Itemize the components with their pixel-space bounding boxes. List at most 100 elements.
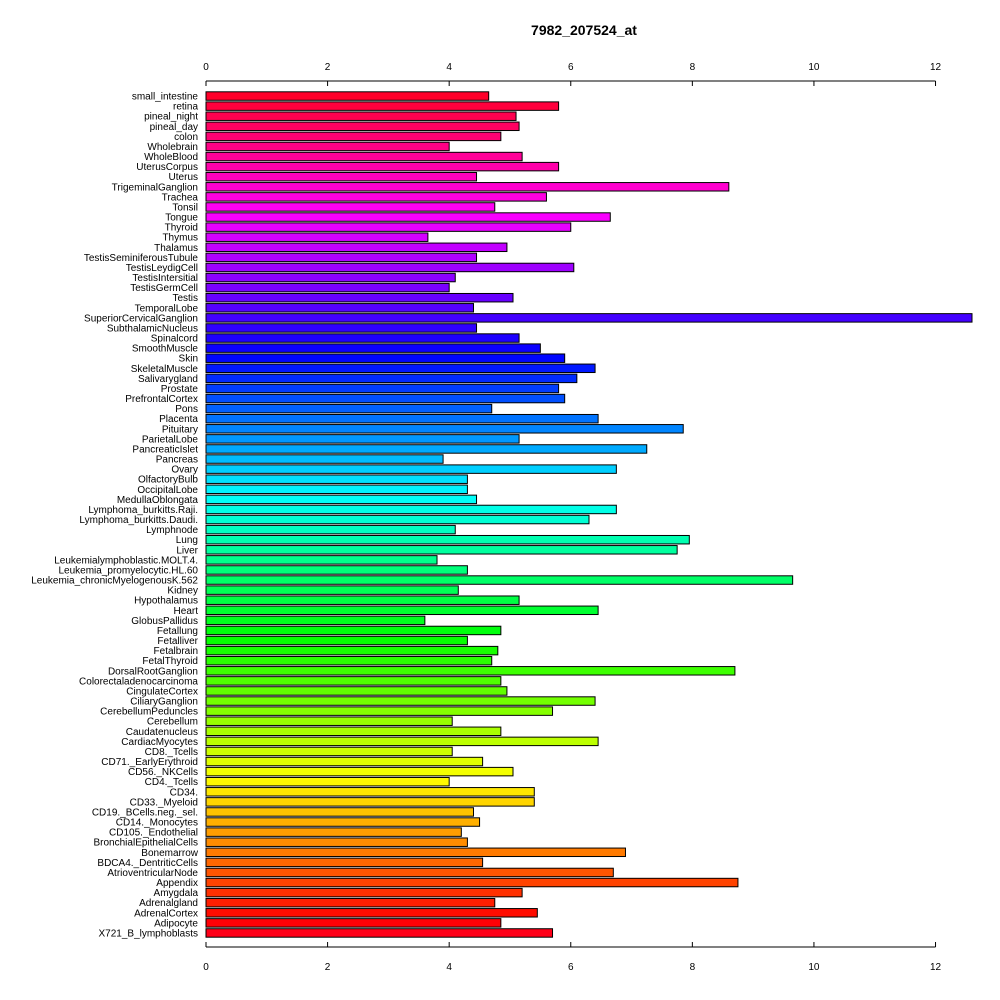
bar (205, 766, 514, 777)
bar (205, 847, 626, 858)
category-label: CD105._Endothelial (109, 828, 198, 839)
bar (205, 534, 690, 545)
category-label: retina (173, 102, 198, 113)
category-label: WholeBlood (144, 152, 198, 163)
bottom-axis-tick-label: 6 (568, 962, 574, 973)
category-label: Leukemia_promyelocytic.HL.60 (58, 565, 198, 576)
category-label: pineal_night (144, 112, 198, 123)
category-label: Lymphoma_burkitts.Daudi. (79, 515, 198, 526)
bar (205, 151, 523, 162)
category-label: Heart (174, 606, 199, 617)
bar (205, 242, 508, 253)
top-axis-tick-label: 6 (568, 62, 574, 73)
bar (205, 474, 468, 484)
bar (205, 807, 474, 817)
category-label: Ovary (171, 465, 198, 476)
category-label: CD34. (170, 787, 198, 798)
bottom-axis-tick-label: 2 (325, 962, 331, 973)
bar (205, 313, 973, 323)
category-label: CD4._Tcells (145, 777, 198, 788)
category-label: Pituitary (162, 424, 198, 435)
category-label: Prostate (161, 384, 199, 395)
category-label: Leukemia_chronicMyelogenousK.562 (31, 576, 198, 587)
category-label: TestisGermCell (130, 283, 198, 294)
bar (205, 91, 490, 101)
bar (205, 585, 459, 595)
bar (205, 202, 496, 212)
bar (205, 464, 617, 474)
bar (205, 434, 520, 444)
category-label: Hypothalamus (134, 596, 198, 607)
bar (205, 555, 438, 565)
category-labels-group: small_intestineretinapineal_nightpineal_… (31, 92, 199, 940)
category-label: small_intestine (132, 92, 199, 103)
bar (205, 303, 474, 313)
category-label: Placenta (159, 414, 198, 425)
category-label: CD8._Tcells (145, 747, 198, 758)
bar (205, 625, 502, 636)
category-label: PrefrontalCortex (125, 394, 198, 405)
category-label: Adrenalgland (139, 898, 198, 909)
bar (205, 605, 599, 616)
bars-group (205, 91, 973, 938)
category-label: Colorectaladenocarcinoma (79, 676, 198, 687)
category-label: Fetallung (157, 626, 198, 637)
category-label: Amygdala (154, 888, 199, 899)
category-label: PancreaticIslet (132, 444, 198, 455)
bar (205, 756, 484, 767)
category-label: Lymphoma_burkitts.Raji. (88, 505, 198, 516)
category-label: CD19._BCells.neg._sel. (92, 807, 198, 818)
category-label: CD56._NKCells (128, 767, 198, 778)
category-label: SuperiorCervicalGanglion (84, 313, 198, 324)
bar (205, 928, 554, 938)
bottom-axis-tick-label: 12 (930, 962, 942, 973)
top-axis-tick-label: 10 (808, 62, 820, 73)
top-x-axis: 0 2 4 6 8 10 12 (203, 62, 942, 86)
bar (205, 413, 599, 424)
category-label: BDCA4._DentriticCells (97, 858, 198, 869)
bar (205, 121, 520, 132)
bar (205, 877, 739, 888)
bar (205, 111, 517, 121)
category-label: CD33._Myeloid (130, 797, 198, 808)
category-label: Cerebellum (147, 717, 198, 728)
bar (205, 776, 450, 787)
category-label: Pancreas (156, 455, 198, 466)
bar (205, 666, 736, 676)
bar (205, 887, 523, 898)
top-axis-tick-label: 4 (446, 62, 452, 73)
bar (205, 817, 481, 827)
bar (205, 908, 538, 918)
category-label: Pons (175, 404, 198, 415)
bar (205, 524, 456, 535)
bar (205, 857, 484, 868)
bar (205, 726, 502, 737)
bottom-axis-tick-label: 10 (808, 962, 820, 973)
bar (205, 252, 478, 263)
category-label: MedullaOblongata (117, 495, 199, 506)
category-label: Lymphnode (146, 525, 198, 536)
category-label: BronchialEpithelialCells (94, 838, 199, 849)
bar (205, 635, 468, 646)
bar (205, 222, 572, 232)
bar (205, 212, 611, 222)
bar (205, 716, 453, 726)
category-label: TrigeminalGanglion (112, 182, 198, 193)
bar (205, 232, 429, 242)
category-label: Caudatenucleus (126, 727, 198, 738)
category-label: Kidney (167, 586, 198, 597)
category-label: Thalamus (154, 243, 198, 254)
bar (205, 696, 596, 706)
bar (205, 141, 450, 152)
top-axis-tick-label: 8 (690, 62, 696, 73)
category-label: DorsalRootGanglion (108, 666, 198, 677)
category-label: Liver (176, 545, 198, 556)
category-label: OlfactoryBulb (138, 475, 198, 486)
category-label: GlobusPallidus (131, 616, 198, 627)
category-label: Spinalcord (151, 334, 198, 345)
bar (205, 454, 444, 464)
bottom-axis-tick-label: 0 (203, 962, 209, 973)
bar (205, 363, 596, 374)
bar (205, 292, 514, 303)
